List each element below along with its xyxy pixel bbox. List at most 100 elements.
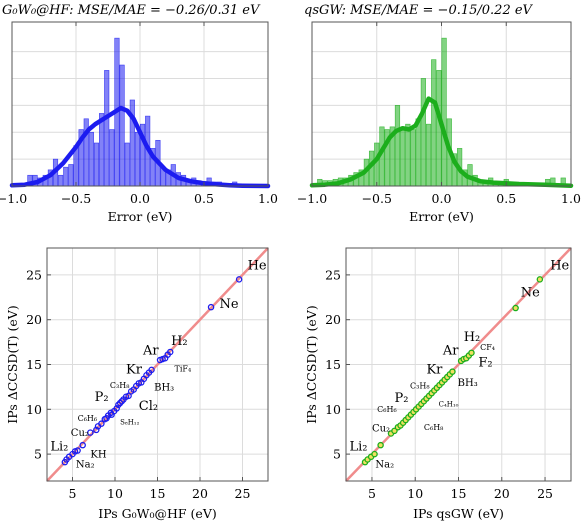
histogram-bar: [374, 142, 380, 187]
x-tick-label: −1.0: [0, 191, 27, 206]
histogram-bar: [425, 123, 432, 187]
x-axis-label: IPs G₀W₀@HF (eV): [98, 506, 216, 521]
data-point: [371, 450, 378, 458]
point-annotation: Cu₂: [372, 424, 390, 435]
point-annotation: C₃H₈: [410, 382, 430, 391]
point-annotation: S₈H₁₂: [120, 419, 140, 427]
x-tick-label: 25: [537, 486, 553, 501]
x-tick-label: 1.0: [561, 191, 581, 206]
x-tick-label: −0.5: [61, 191, 91, 206]
point-annotation: P₂: [394, 391, 408, 406]
point-annotation: Ar: [442, 344, 459, 359]
data-point: [235, 276, 243, 283]
histogram-bar: [104, 70, 110, 187]
x-tick-label: 15: [451, 486, 467, 501]
y-tick-label: 5: [34, 447, 42, 462]
data-point: [115, 401, 122, 409]
point-annotation: C₄H₁₀: [439, 401, 459, 409]
histogram-bar: [431, 59, 437, 187]
data-point: [79, 441, 86, 449]
y-axis-label: IPs ΔCCSD(T) (eV): [304, 305, 319, 423]
density-curve: [9, 105, 271, 189]
x-tick-label: 0.5: [496, 191, 516, 206]
y-tick-label: 15: [26, 357, 42, 372]
data-point: [468, 349, 475, 357]
histogram-bar: [93, 142, 100, 187]
data-point: [512, 304, 519, 312]
x-tick-label: 15: [150, 486, 166, 501]
chart-title: qsGW: MSE/MAE = −0.15/0.22 eV: [304, 3, 534, 18]
point-annotation: C₆H₆: [78, 414, 98, 423]
y-tick-label: 20: [26, 312, 42, 327]
x-tick-label: 0.0: [130, 191, 150, 206]
point-annotation: BH₃: [458, 378, 478, 389]
data-point: [449, 368, 456, 375]
y-tick-label: 15: [325, 357, 341, 372]
data-point: [207, 303, 215, 311]
histogram-bar: [99, 113, 105, 187]
data-point: [93, 426, 100, 434]
histogram-bar: [415, 118, 421, 187]
histogram-bar: [124, 142, 130, 187]
point-annotation: F₂: [478, 355, 492, 370]
data-point: [116, 399, 124, 407]
x-tick-label: 20: [494, 486, 510, 501]
x-tick-label: 1.0: [258, 191, 278, 206]
point-annotation: CF₄: [480, 343, 495, 352]
identity-line: [345, 247, 572, 482]
histogram-bar: [63, 166, 69, 187]
data-point: [87, 429, 94, 436]
histogram-bar: [394, 105, 401, 187]
scatter-panel-2: 5 10 15 20 25 5 10 15 20 25 IPs qsGW (eV) IPs ΔCCSD…: [304, 247, 572, 521]
density-curve: [309, 96, 574, 188]
point-annotation: H₂: [171, 334, 188, 349]
point-annotation: Ne: [521, 285, 540, 300]
x-tick-label: 0.5: [194, 191, 214, 206]
point-annotation: BH₃: [154, 382, 174, 393]
point-annotation: He: [248, 259, 267, 274]
chart-title: G₀W₀@HF: MSE/MAE = −0.26/0.31 eV: [2, 3, 261, 18]
x-axis-label: IPs qsGW (eV): [413, 506, 504, 521]
histogram-bar: [68, 164, 74, 187]
point-annotation: Na₂: [76, 460, 95, 471]
y-tick-label: 25: [325, 267, 341, 282]
point-annotation: Kr: [126, 362, 143, 377]
y-axis-label: IPs ΔCCSD(T) (eV): [5, 305, 20, 423]
data-point: [166, 348, 174, 356]
point-annotation: C₆H₈: [424, 423, 444, 432]
x-tick-label: 10: [407, 486, 423, 501]
data-point: [377, 441, 384, 449]
data-point: [98, 420, 105, 427]
histogram-bar: [134, 131, 140, 187]
y-tick-label: 20: [325, 312, 341, 327]
x-tick-label: 5: [368, 486, 376, 501]
point-annotation: Cl₂: [139, 399, 158, 414]
histogram-bar: [410, 129, 416, 187]
y-tick-label: 25: [26, 267, 42, 282]
x-tick-label: 10: [107, 486, 123, 501]
x-tick-label: 20: [192, 486, 208, 501]
x-tick-label: −0.5: [362, 191, 392, 206]
point-annotation: Cu₂: [71, 428, 89, 439]
point-annotation: Li₂: [349, 440, 367, 455]
x-tick-label: 25: [235, 486, 251, 501]
point-annotation: Li₂: [50, 440, 68, 455]
histogram-bar: [88, 131, 94, 187]
point-annotation: Kr: [426, 362, 443, 377]
data-point: [118, 397, 126, 405]
histogram-bar: [400, 129, 406, 187]
histogram-panel-1: −1.0 −0.5 0.0 0.5 1.0 Error (eV) G₀W₀@HF: MSE/…: [0, 3, 278, 224]
histogram-bar: [441, 37, 447, 187]
point-annotation: P₂: [95, 390, 109, 405]
x-tick-label: 0.0: [432, 191, 452, 206]
x-axis-label: Error (eV): [108, 209, 173, 224]
y-tick-label: 5: [333, 447, 341, 462]
point-annotation: Na₂: [375, 460, 394, 471]
x-axis-label: Error (eV): [409, 209, 474, 224]
point-annotation: H₂: [464, 330, 481, 345]
x-tick-label: 5: [69, 486, 77, 501]
point-annotation: He: [550, 259, 569, 274]
y-tick-label: 10: [325, 402, 341, 417]
histogram-bar: [405, 123, 411, 187]
